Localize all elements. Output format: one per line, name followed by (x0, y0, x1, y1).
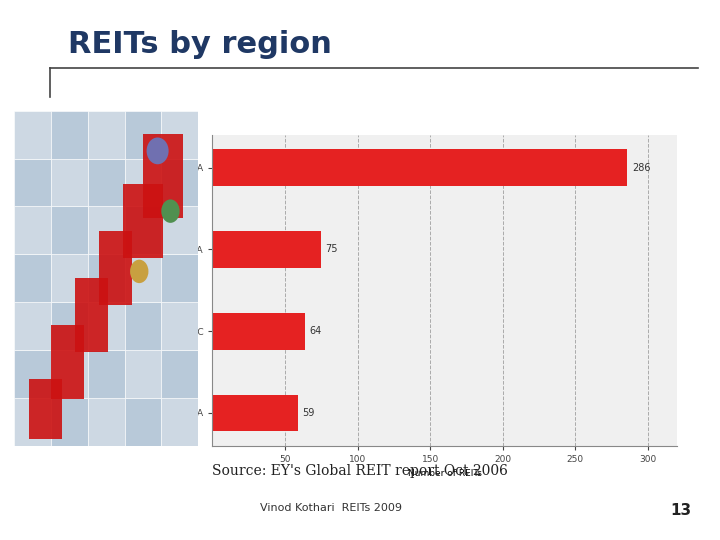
Bar (14, 302, 51, 350)
Text: Total REITs by Region: Total REITs by Region (224, 115, 357, 125)
Bar (51, 397, 88, 446)
Bar (51, 254, 88, 302)
Bar (125, 254, 161, 302)
Text: 75: 75 (325, 244, 338, 254)
X-axis label: Number of REITs: Number of REITs (408, 469, 482, 478)
Bar (88, 302, 125, 350)
Bar (125, 159, 161, 206)
Ellipse shape (130, 260, 148, 283)
Bar (125, 350, 161, 397)
Bar (125, 397, 161, 446)
Bar (212, 395, 298, 431)
Bar (125, 302, 161, 350)
Bar (51, 350, 88, 397)
Bar (161, 159, 198, 206)
Bar (161, 254, 198, 302)
Bar (75, 278, 108, 352)
Bar (161, 397, 198, 446)
Text: 59: 59 (302, 408, 315, 418)
Bar (14, 111, 51, 159)
Y-axis label: Country: Country (114, 272, 122, 308)
Bar (14, 159, 51, 206)
Bar (51, 325, 84, 399)
Text: Vinod Kothari  REITs 2009: Vinod Kothari REITs 2009 (260, 503, 402, 513)
Bar (88, 159, 125, 206)
Bar (88, 397, 125, 446)
Bar (88, 206, 125, 254)
Bar (51, 159, 88, 206)
Bar (88, 254, 125, 302)
Text: 286: 286 (632, 163, 650, 172)
Bar (161, 111, 198, 159)
Bar (161, 206, 198, 254)
Bar (14, 254, 51, 302)
Bar (99, 231, 132, 305)
Bar (88, 111, 125, 159)
Text: 64: 64 (310, 326, 322, 336)
Text: REITs by region: REITs by region (68, 30, 332, 59)
Bar (212, 313, 305, 349)
Bar (29, 379, 62, 439)
Bar (125, 111, 161, 159)
Bar (212, 149, 627, 186)
Bar (51, 206, 88, 254)
Bar (14, 206, 51, 254)
Bar (125, 206, 161, 254)
Bar (143, 134, 184, 218)
Bar (122, 184, 163, 258)
Bar (51, 111, 88, 159)
Text: Source: EY's Global REIT report Oct 2006: Source: EY's Global REIT report Oct 2006 (212, 464, 508, 478)
Bar (14, 350, 51, 397)
Bar (88, 350, 125, 397)
Bar (212, 231, 321, 268)
Bar (161, 302, 198, 350)
Bar (51, 302, 88, 350)
Bar (161, 350, 198, 397)
Bar (14, 397, 51, 446)
Ellipse shape (161, 199, 180, 223)
Ellipse shape (147, 138, 168, 164)
Text: 13: 13 (670, 503, 691, 518)
